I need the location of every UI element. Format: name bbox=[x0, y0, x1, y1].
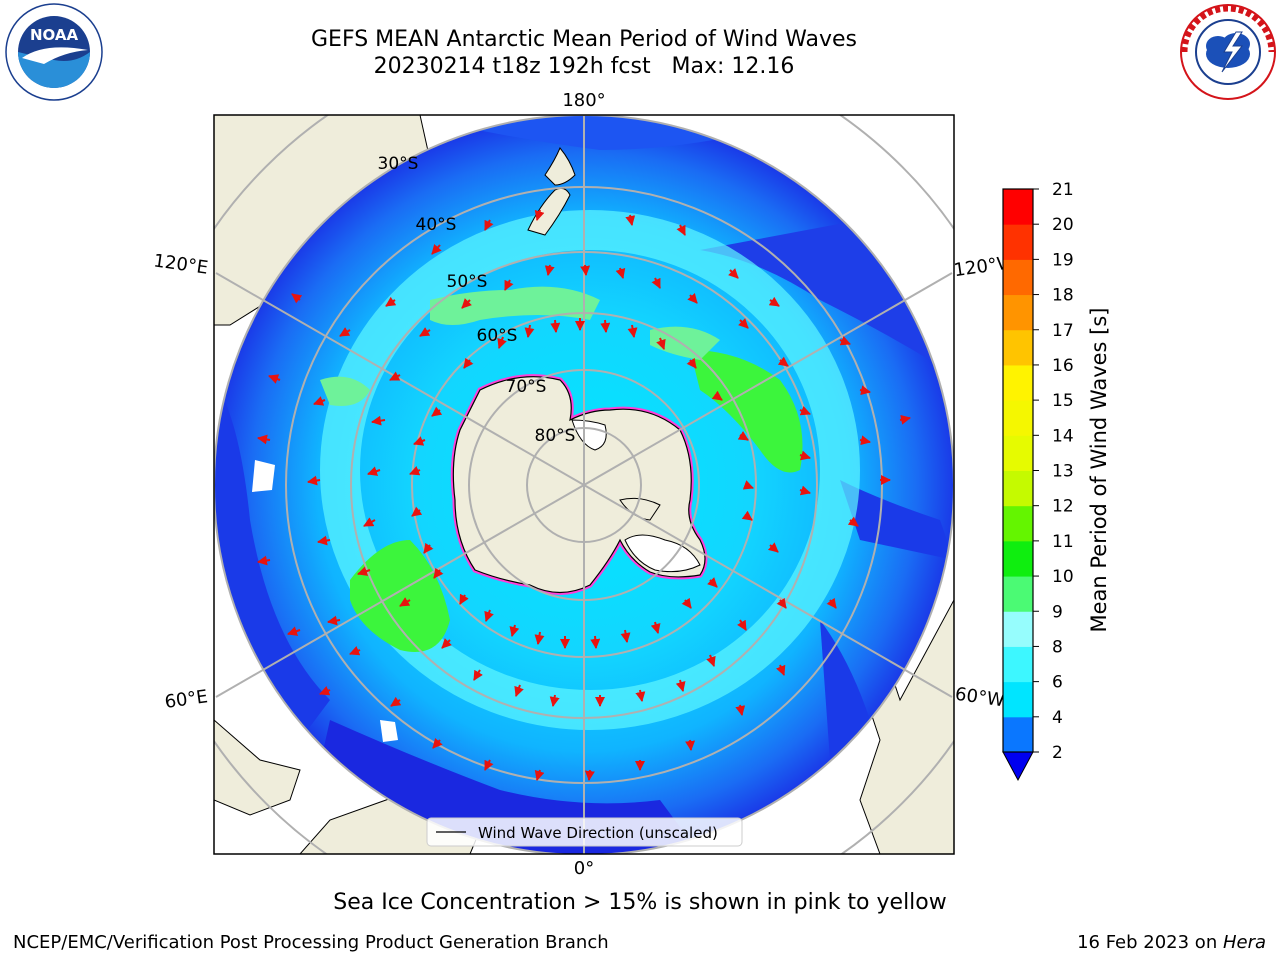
colorbar-tick-label: 11 bbox=[1052, 532, 1074, 552]
colorbar-tick-label: 2 bbox=[1052, 743, 1063, 763]
sea-ice-note: Sea Ice Concentration > 15% is shown in … bbox=[333, 890, 947, 915]
footer-date: 16 Feb 2023 on Hera bbox=[1077, 932, 1266, 953]
colorbar-block-2 bbox=[1003, 646, 1033, 683]
colorbar-block-15 bbox=[1003, 189, 1033, 225]
footer-date-text: 16 Feb 2023 on bbox=[1077, 932, 1223, 953]
colorbar-ticks: 2 4 6 8 9 10 11 12 13 14 15 16 17 18 19 20 21 bbox=[1033, 180, 1074, 763]
colorbar-tick-label: 16 bbox=[1052, 356, 1074, 376]
colorbar-block-12 bbox=[1003, 294, 1033, 331]
colorbar-tick-label: 10 bbox=[1052, 567, 1074, 587]
colorbar: 2 4 6 8 9 10 11 12 13 14 15 16 17 18 19 20 21 Mean Perio… bbox=[1002, 180, 1111, 782]
colorbar-block-11 bbox=[1003, 329, 1033, 366]
map-legend: Wind Wave Direction (unscaled) bbox=[426, 817, 743, 847]
lon-label-0: 0° bbox=[574, 858, 594, 879]
colorbar-tick-label: 19 bbox=[1052, 250, 1074, 270]
lat-label-50s: 50°S bbox=[447, 272, 488, 292]
lat-label-70s: 70°S bbox=[506, 377, 547, 397]
colorbar-block-10 bbox=[1003, 364, 1033, 401]
chart-title: GEFS MEAN Antarctic Mean Period of Wind … bbox=[311, 27, 857, 52]
colorbar-block-6 bbox=[1003, 505, 1033, 542]
colorbar-block-13 bbox=[1003, 259, 1033, 296]
colorbar-block-3 bbox=[1003, 611, 1033, 647]
colorbar-tick-label: 9 bbox=[1052, 602, 1063, 622]
colorbar-tick-label: 4 bbox=[1052, 708, 1063, 728]
lon-label-60e: 60°E bbox=[163, 686, 209, 713]
colorbar-label: Mean Period of Wind Waves [s] bbox=[1087, 308, 1111, 633]
nws-logo bbox=[1180, 4, 1276, 100]
colorbar-tick-label: 17 bbox=[1052, 321, 1074, 341]
lat-label-40s: 40°S bbox=[416, 215, 457, 235]
lat-label-60s: 60°S bbox=[477, 326, 518, 346]
map-frame bbox=[213, 114, 955, 855]
colorbar-tick-label: 21 bbox=[1052, 180, 1074, 200]
colorbar-block-4 bbox=[1003, 576, 1033, 612]
colorbar-tick-label: 6 bbox=[1052, 673, 1063, 693]
colorbar-tick-label: 14 bbox=[1052, 426, 1074, 446]
lon-label-180: 180° bbox=[562, 90, 605, 111]
noaa-logo: NOAA bbox=[5, 3, 103, 101]
legend-label: Wind Wave Direction (unscaled) bbox=[478, 824, 718, 842]
colorbar-tick-label: 15 bbox=[1052, 391, 1074, 411]
footer-credit: NCEP/EMC/Verification Post Processing Pr… bbox=[13, 932, 609, 953]
colorbar-block-8 bbox=[1003, 435, 1033, 471]
colorbar-block-0 bbox=[1003, 716, 1033, 753]
lat-label-30s: 30°S bbox=[378, 154, 419, 174]
lat-label-80s: 80°S bbox=[535, 426, 576, 446]
wind-wave-arrows bbox=[257, 209, 911, 781]
colorbar-block-5 bbox=[1003, 540, 1033, 577]
graticule bbox=[214, 115, 954, 854]
colorbar-block-14 bbox=[1003, 224, 1033, 260]
lon-label-120e: 120°E bbox=[152, 250, 209, 278]
noaa-logo-text: NOAA bbox=[30, 26, 79, 44]
new-zealand-land bbox=[527, 147, 576, 236]
colorbar-block-1 bbox=[1003, 681, 1033, 718]
colorbar-tick-label: 12 bbox=[1052, 497, 1074, 517]
colorbar-block-9 bbox=[1003, 400, 1033, 436]
chart-subtitle-forecast: 20230214 t18z 192h fcst Max: 12.16 bbox=[373, 54, 795, 79]
colorbar-tick-label: 20 bbox=[1052, 215, 1074, 235]
lon-label-60w: 60°W bbox=[954, 684, 1006, 712]
colorbar-tick-label: 13 bbox=[1052, 462, 1074, 482]
colorbar-color-blocks bbox=[1003, 189, 1033, 753]
colorbar-tick-label: 18 bbox=[1052, 286, 1074, 306]
colorbar-block-7 bbox=[1003, 470, 1033, 507]
colorbar-tick-label: 8 bbox=[1052, 637, 1063, 657]
footer-host: Hera bbox=[1222, 932, 1266, 953]
colorbar-under-extension bbox=[1002, 751, 1034, 782]
